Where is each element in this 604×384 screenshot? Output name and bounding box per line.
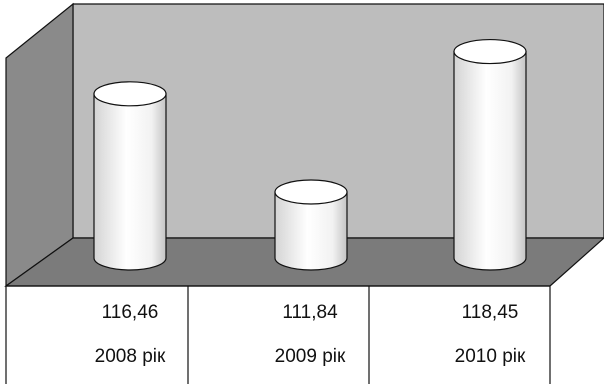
category-label-0: 2008 рік xyxy=(94,346,166,367)
category-label-2: 2010 рік xyxy=(454,346,526,367)
bar-top-2 xyxy=(453,38,527,65)
data-label-1: 111,84 xyxy=(282,302,338,323)
data-label-0: 116,46 xyxy=(101,302,159,323)
data-table-grid xyxy=(5,285,551,384)
bar-top-1 xyxy=(274,179,348,205)
side-wall xyxy=(5,2,74,288)
bars-group xyxy=(93,38,527,271)
bar-top-0 xyxy=(93,81,167,107)
data-label-2: 118,45 xyxy=(461,302,519,323)
bar-2 xyxy=(453,50,527,271)
category-label-1: 2009 рік xyxy=(274,346,346,367)
bar-0 xyxy=(93,93,167,271)
bar-1 xyxy=(274,191,348,271)
